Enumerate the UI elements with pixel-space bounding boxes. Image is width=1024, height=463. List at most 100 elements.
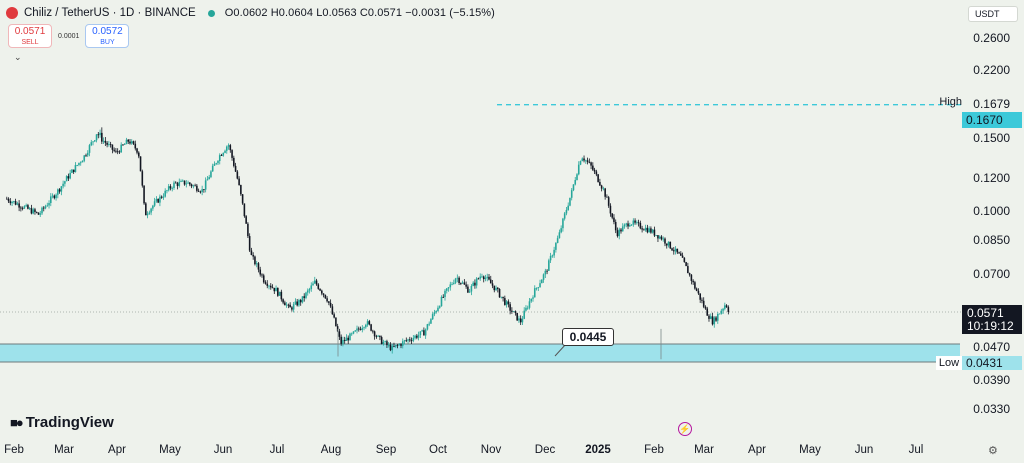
candle-body [277,287,279,296]
candle-body [500,296,503,298]
candle-body [511,310,513,312]
sell-label: SELL [21,38,39,46]
candle-body [11,201,13,204]
bar-countdown: 10:19:12 [967,319,1014,333]
candle-body [113,149,115,151]
candle-body [299,300,302,303]
candle-body [382,342,385,345]
candle-body [688,273,691,275]
candle-body [674,248,677,252]
candle-body [27,205,29,209]
chart-header: Chiliz / TetherUS · 1D · BINANCE O0.0602… [6,4,495,22]
candle-body [74,165,77,173]
chevron-down-icon[interactable]: ⌄ [14,52,22,62]
candle-body [269,285,272,288]
candle-body [724,305,726,309]
candle-body [310,285,313,290]
candle-body [173,182,175,188]
candle-body [685,262,687,267]
candle-body [565,209,568,214]
candle-body [562,218,564,229]
candle-body [563,213,566,219]
currency-selector[interactable]: USDT [968,6,1018,22]
candle-body [453,282,455,284]
candle-body [28,208,31,210]
candle-body [148,212,151,214]
candle-body [618,229,621,237]
settings-icon[interactable]: ⚙ [988,445,998,457]
candle-body [296,301,298,306]
time-axis-label: May [159,444,181,456]
candle-body [526,307,529,309]
time-axis-label: Nov [480,444,502,456]
candle-body [291,307,293,310]
price-callout[interactable]: 0.0445 [562,328,614,346]
buy-button[interactable]: 0.0572 BUY [85,24,130,48]
candle-body [210,171,212,178]
candle-body [655,235,657,236]
price-axis-label: 0.0390 [973,373,1010,387]
candle-body [49,196,52,203]
candle-body [687,266,689,274]
candle-body [379,335,381,338]
candle-body [695,288,698,291]
tradingview-logo[interactable]: ■● TradingView [10,414,114,431]
candle-body [366,321,369,325]
sell-button[interactable]: 0.0571 SELL [8,24,52,48]
candle-body [493,285,496,291]
candle-body [372,330,374,332]
candle-body [342,339,344,344]
candle-body [326,298,328,302]
candle-body [709,316,712,319]
candle-body [465,284,467,287]
candle-body [259,269,262,275]
candle-body [430,319,432,324]
candle-body [716,313,719,321]
candle-body [639,222,642,229]
candle-body [722,308,724,311]
candle-body [208,177,210,180]
candle-body [71,169,73,173]
candle-body [597,174,599,182]
candle-body [129,141,131,144]
candle-body [518,318,520,321]
candle-body [282,299,284,303]
candle-body [13,201,15,202]
candle-body [285,304,288,306]
candle-body [196,185,198,191]
candle-body [456,277,459,279]
candle-body [268,285,270,287]
candle-body [592,165,594,170]
candle-body [101,132,103,142]
buy-price: 0.0572 [92,25,123,37]
price-axis-label: 0.0330 [973,402,1010,416]
candle-body [118,151,121,153]
candle-body [166,190,168,192]
candle-body [651,229,654,233]
candle-body [298,300,300,306]
candle-body [641,228,643,230]
candle-body [671,248,673,251]
high-label: High [939,96,962,108]
candle-body [542,274,545,280]
candle-body [248,236,251,251]
candle-body [701,299,703,301]
candle-body [393,346,395,347]
candle-body [257,263,260,270]
candle-body [662,238,665,240]
time-axis-label: Apr [748,444,766,456]
candle-body [699,293,701,300]
candle-body [537,287,540,288]
candle-body [240,185,242,195]
candle-body [609,205,612,214]
lightning-icon[interactable]: ⚡ [678,422,692,436]
symbol-title[interactable]: Chiliz / TetherUS · 1D · BINANCE [24,7,196,19]
candle-body [468,291,471,293]
candle-body [620,229,622,232]
candle-body [203,189,205,190]
candle-body [255,263,258,265]
candle-body [623,224,626,227]
candle-body [553,249,555,256]
candle-body [65,176,68,182]
